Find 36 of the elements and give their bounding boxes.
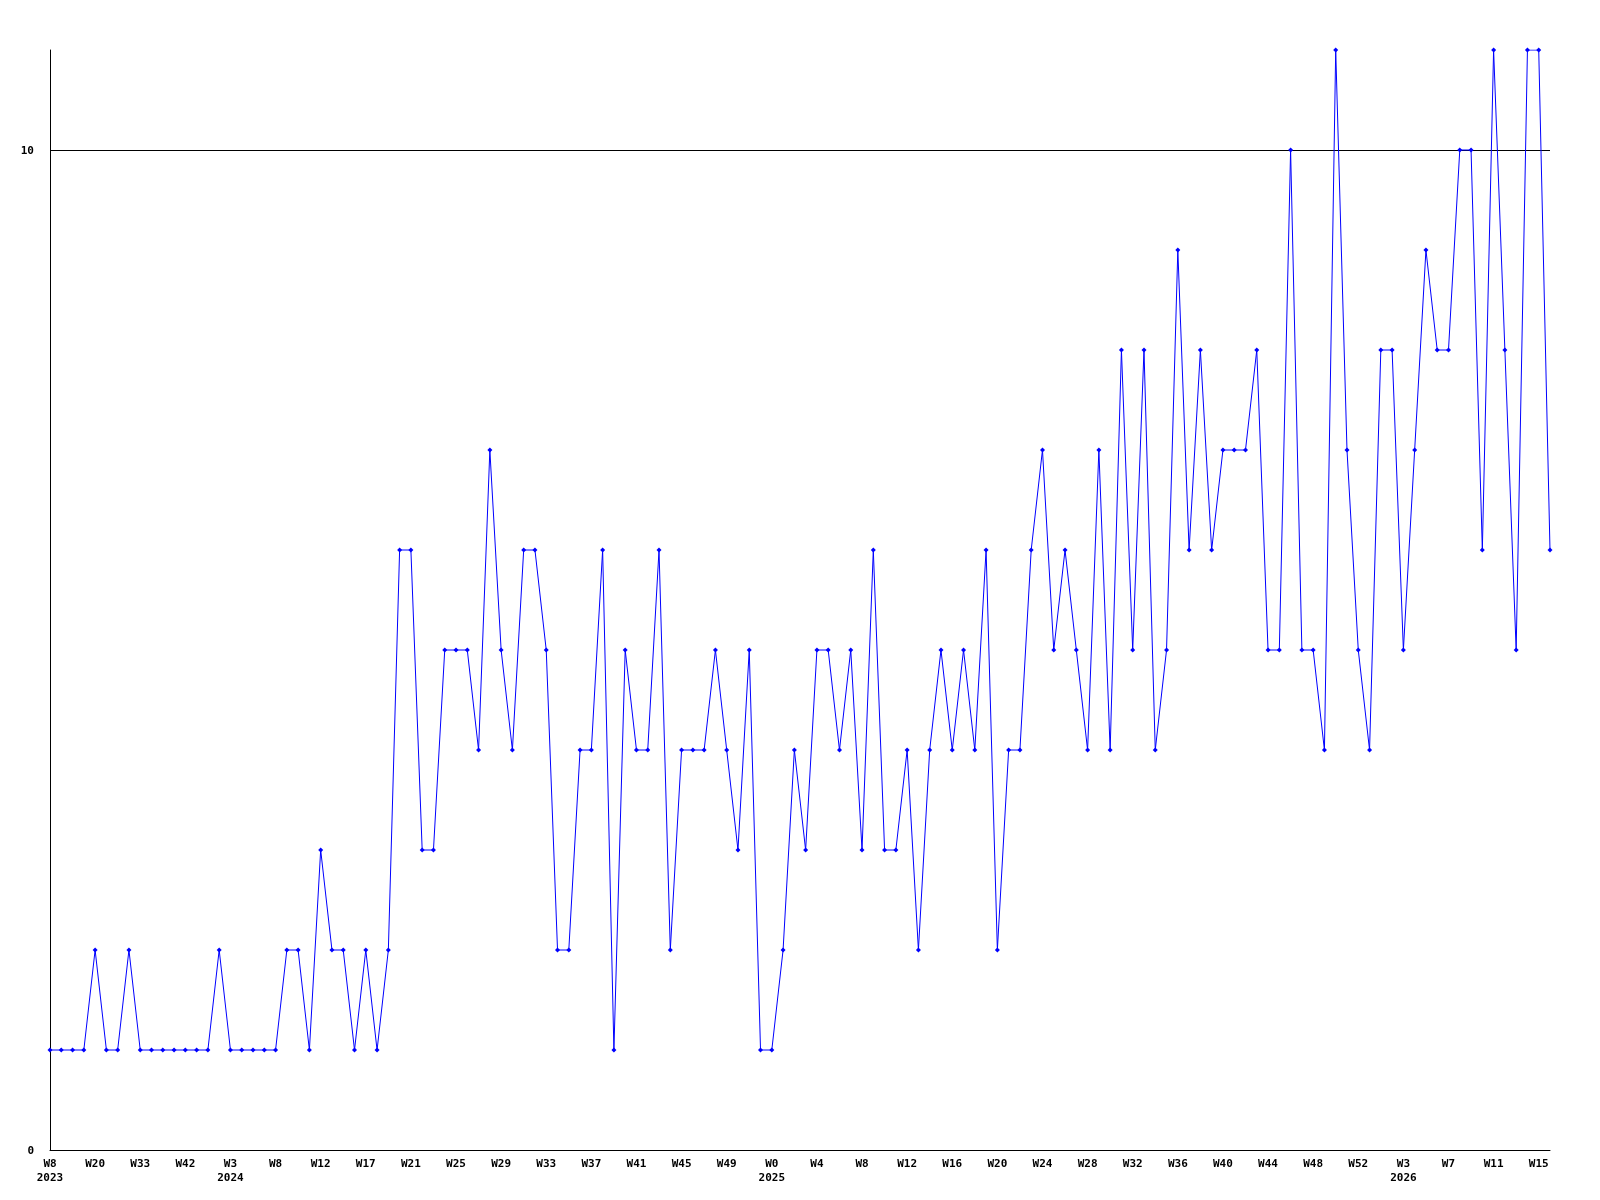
x-tick-label: W16 [942,1156,963,1170]
x-tick-label: W20 [987,1156,1008,1170]
x-tick-label: W12 [310,1156,331,1170]
x-tick-label: W49 [716,1156,737,1170]
x-tick-label: W29 [491,1156,512,1170]
x-tick-label: W41 [626,1156,647,1170]
x-tick-label: W11 [1483,1156,1504,1170]
x-tick-label: W37 [581,1156,602,1170]
x-tick-label: W32 [1122,1156,1143,1170]
x-tick-label: W15 [1528,1156,1549,1170]
x-tick-label: W45 [671,1156,692,1170]
x-tick-label: W4 [810,1156,824,1170]
x-tick-label: W8 2023 [36,1156,64,1184]
x-tick-label: W7 [1441,1156,1456,1170]
x-tick-label: W3 2024 [217,1156,245,1184]
x-tick-label: W17 [355,1156,376,1170]
x-tick-label: W28 [1077,1156,1098,1170]
x-tick-label: W33 [130,1156,151,1170]
x-tick-label: W52 [1348,1156,1369,1170]
y-tick-label: 0 [27,1143,34,1157]
x-tick-label: W48 [1303,1156,1324,1170]
x-tick-label: W25 [446,1156,466,1170]
x-tick-label: W0 2025 [758,1156,786,1184]
x-tick-label: W21 [400,1156,422,1170]
x-tick-label: W24 [1032,1156,1053,1170]
x-tick-label: W42 [175,1156,196,1170]
x-tick-label: W33 [536,1156,557,1170]
y-tick-label: 10 [20,143,34,157]
x-tick-label: W40 [1212,1156,1233,1170]
x-tick-label: W8 [268,1156,283,1170]
x-tick-label: W44 [1258,1156,1279,1170]
x-tick-label: W36 [1167,1156,1189,1170]
x-tick-label: W3 2026 [1390,1156,1417,1184]
x-tick-label: W8 [855,1156,869,1170]
x-tick-label: W12 [897,1156,918,1170]
x-tick-label: W20 [85,1156,106,1170]
